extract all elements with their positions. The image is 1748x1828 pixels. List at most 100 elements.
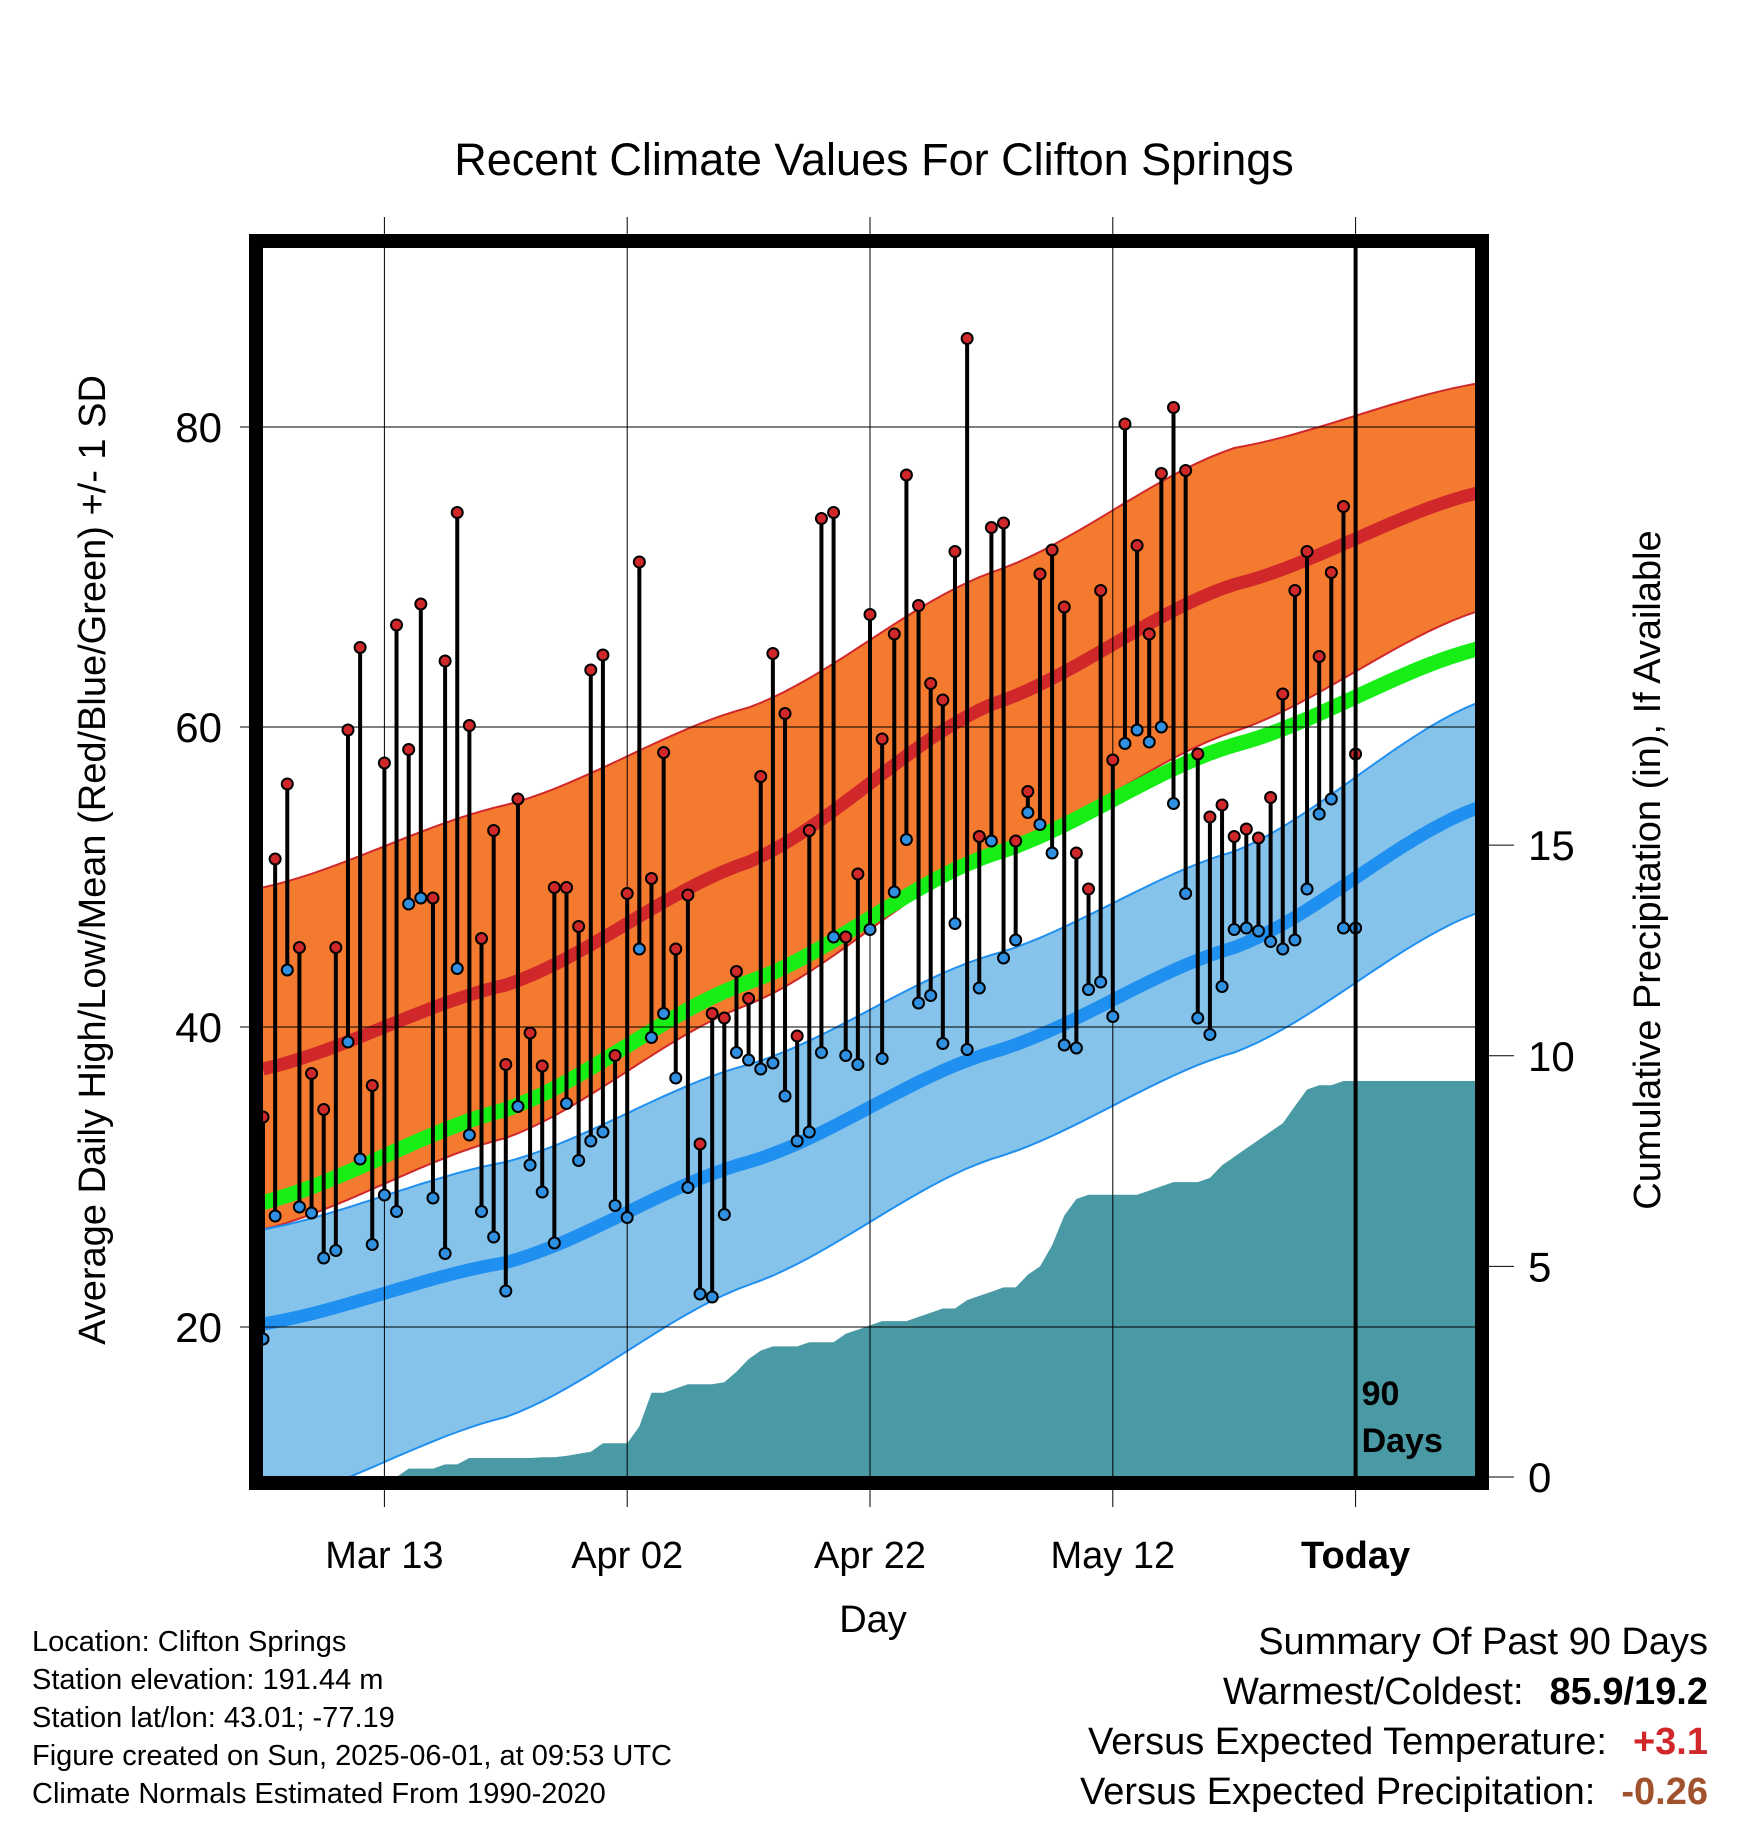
y-tick-label: 40 <box>175 1004 222 1051</box>
daily-low-point <box>1009 933 1023 947</box>
daily-low-point <box>511 1100 525 1113</box>
daily-high-point <box>1057 600 1071 614</box>
daily-low-point <box>377 1188 391 1202</box>
daily-high-point <box>1203 810 1217 824</box>
daily-high-point <box>997 516 1011 530</box>
daily-low-point <box>778 1089 792 1103</box>
daily-low-point <box>693 1287 707 1301</box>
daily-low-point <box>499 1284 513 1298</box>
daily-low-point <box>717 1208 731 1221</box>
daily-low-point <box>754 1062 768 1076</box>
daily-low-point <box>547 1236 561 1250</box>
temp-anomaly-value: +3.1 <box>1632 1721 1708 1763</box>
daily-high-point <box>535 1059 549 1073</box>
daily-high-point <box>511 792 525 806</box>
x-tick-label: Apr 22 <box>814 1535 926 1577</box>
daily-low-point <box>341 1035 355 1049</box>
daily-high-point <box>729 965 743 978</box>
daily-high-point <box>414 597 428 611</box>
daily-low-point <box>1154 720 1168 734</box>
daily-low-point <box>1179 887 1193 900</box>
daily-low-point <box>317 1251 331 1265</box>
daily-high-point <box>1167 401 1180 414</box>
today-days-number: 90 <box>1362 1375 1400 1413</box>
today-days-word: Days <box>1362 1422 1443 1460</box>
daily-high-point <box>1082 882 1096 896</box>
daily-low-point <box>292 1200 306 1214</box>
daily-high-point <box>1215 798 1229 812</box>
daily-low-point <box>924 989 938 1002</box>
daily-low-point <box>353 1152 367 1166</box>
daily-high-point <box>1227 830 1241 843</box>
daily-low-point <box>863 923 877 936</box>
created-text: Figure created on Sun, 2025-06-01, at 09… <box>32 1740 672 1772</box>
precip-anomaly-label: Versus Expected Precipitation: <box>1079 1771 1596 1813</box>
precip-anomaly-value: -0.26 <box>1621 1771 1708 1813</box>
daily-low-point <box>1191 1011 1205 1025</box>
summary-precip: Versus Expected Precipitation: -0.26 <box>1080 1771 1708 1814</box>
daily-low-point <box>1251 924 1265 938</box>
temp-anomaly-label: Versus Expected Temperature: <box>1088 1721 1607 1763</box>
daily-high-point <box>681 888 695 902</box>
daily-low-point <box>875 1052 889 1065</box>
warm-cold-value: 85.9/19.2 <box>1549 1671 1708 1713</box>
daily-high-point <box>632 555 646 569</box>
plot-area: 90 Days 20 40 60 80 0 5 10 15 Mar 13 Apr 02 Apr 22 Ma… <box>175 217 1575 1577</box>
daily-high-point <box>608 1049 622 1062</box>
daily-high-point <box>1069 846 1083 860</box>
daily-high-point <box>317 1103 331 1116</box>
daily-high-point <box>620 887 634 900</box>
daily-low-point <box>414 891 428 905</box>
daily-low-point <box>584 1134 598 1148</box>
y2-tick-label: 15 <box>1528 822 1575 869</box>
daily-high-point <box>462 719 476 732</box>
daily-high-point <box>1021 785 1035 798</box>
daily-low-point <box>912 996 926 1010</box>
daily-high-point <box>341 723 355 737</box>
daily-low-point <box>1264 935 1278 948</box>
daily-low-point <box>608 1199 622 1212</box>
daily-low-point <box>523 1158 537 1172</box>
daily-high-point <box>790 1029 804 1043</box>
daily-high-point <box>292 941 306 954</box>
y-tick-label: 20 <box>175 1304 222 1351</box>
daily-low-point <box>1021 806 1035 819</box>
daily-low-point <box>1142 735 1156 749</box>
location-text: Location: Clifton Springs <box>32 1626 347 1658</box>
daily-high-point <box>778 707 792 720</box>
daily-high-point <box>365 1079 379 1092</box>
daily-high-point <box>705 1007 719 1020</box>
daily-low-point <box>487 1230 501 1244</box>
daily-low-point <box>620 1211 634 1224</box>
daily-high-point <box>280 777 294 791</box>
y-axis-label: Average Daily High/Low/Mean (Red/Blue/Gr… <box>72 375 114 1345</box>
daily-low-point <box>1057 1038 1071 1052</box>
daily-high-point <box>1300 545 1314 558</box>
y-tick-label: 60 <box>175 704 222 751</box>
daily-high-point <box>839 930 853 944</box>
y2-tick-label: 10 <box>1528 1033 1575 1080</box>
daily-low-point <box>644 1031 658 1044</box>
daily-high-point <box>863 608 877 621</box>
daily-low-point <box>814 1046 828 1059</box>
daily-low-point <box>1033 818 1047 831</box>
daily-high-point <box>972 830 986 843</box>
daily-high-point <box>742 992 756 1005</box>
daily-low-point <box>365 1238 379 1251</box>
elevation-text: Station elevation: 191.44 m <box>32 1664 384 1696</box>
daily-high-point <box>426 891 440 905</box>
daily-low-point <box>1288 933 1302 947</box>
daily-high-point <box>487 824 501 837</box>
daily-high-point <box>1179 464 1193 477</box>
daily-low-point <box>632 942 646 956</box>
daily-low-point <box>596 1125 610 1139</box>
daily-high-point <box>353 641 367 654</box>
daily-low-point <box>1336 921 1350 935</box>
daily-high-point <box>657 746 671 759</box>
daily-low-point <box>984 834 998 848</box>
y-tick-label: 80 <box>175 404 222 451</box>
daily-low-point <box>1045 846 1059 860</box>
daily-low-point <box>268 1209 282 1223</box>
daily-low-point <box>462 1128 476 1142</box>
x-tick-label: Today <box>1301 1535 1410 1577</box>
